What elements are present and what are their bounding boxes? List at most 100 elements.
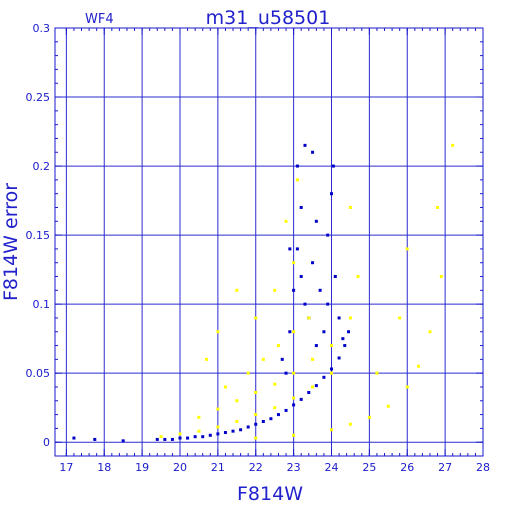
data-point bbox=[197, 429, 201, 433]
data-point bbox=[178, 432, 182, 436]
data-point bbox=[273, 406, 277, 410]
x-tick-label: 27 bbox=[438, 461, 452, 474]
data-point bbox=[307, 390, 311, 394]
data-point bbox=[314, 344, 318, 348]
data-point bbox=[216, 425, 220, 429]
data-point bbox=[292, 330, 296, 334]
data-point bbox=[348, 316, 352, 320]
data-point bbox=[223, 431, 227, 435]
axis-ticks bbox=[55, 27, 484, 456]
data-point bbox=[72, 436, 76, 440]
x-tick-label: 17 bbox=[59, 461, 73, 474]
data-point bbox=[322, 330, 326, 334]
panel-label: WF4 bbox=[85, 12, 114, 27]
data-point bbox=[436, 205, 440, 209]
data-point bbox=[284, 408, 288, 412]
data-point bbox=[231, 429, 235, 433]
data-point bbox=[288, 330, 292, 334]
y-tick-label: 0.3 bbox=[33, 22, 51, 35]
data-point bbox=[216, 330, 220, 334]
data-point bbox=[254, 422, 258, 426]
data-point bbox=[417, 364, 421, 368]
y-tick-label: 0.1 bbox=[33, 298, 51, 311]
data-point bbox=[405, 247, 409, 251]
data-point bbox=[269, 417, 273, 421]
data-point bbox=[311, 357, 315, 361]
plot-frame bbox=[54, 27, 484, 457]
data-point bbox=[329, 428, 333, 432]
data-point bbox=[326, 302, 330, 306]
data-point bbox=[451, 143, 455, 147]
data-point bbox=[276, 413, 280, 417]
data-point bbox=[398, 316, 402, 320]
data-point bbox=[276, 344, 280, 348]
data-point bbox=[170, 437, 174, 441]
data-point bbox=[329, 344, 333, 348]
data-point bbox=[186, 436, 190, 440]
data-point bbox=[239, 428, 243, 432]
data-point bbox=[303, 143, 307, 147]
data-point bbox=[311, 385, 315, 389]
data-point bbox=[303, 302, 307, 306]
data-point bbox=[193, 435, 197, 439]
data-point bbox=[292, 288, 296, 292]
data-point bbox=[163, 437, 167, 441]
y-tick-label: 0.25 bbox=[26, 91, 51, 104]
data-point bbox=[235, 399, 239, 403]
data-point bbox=[246, 425, 250, 429]
data-point bbox=[386, 404, 390, 408]
data-point bbox=[155, 437, 159, 441]
x-tick-label: 24 bbox=[324, 461, 338, 474]
data-point bbox=[311, 261, 315, 265]
data-point bbox=[322, 375, 326, 379]
tick-labels: 17 18 19 20 21 22 23 24 25 26 27 28 0 0.05 0.1 0.15 0.2 0… bbox=[26, 22, 491, 474]
data-point bbox=[295, 164, 299, 168]
chart-title: m31_u58501 bbox=[206, 7, 331, 29]
data-point bbox=[333, 275, 337, 279]
data-point bbox=[292, 371, 296, 375]
data-point bbox=[216, 432, 220, 436]
x-tick-label: 22 bbox=[249, 461, 263, 474]
data-point bbox=[367, 415, 371, 419]
data-point bbox=[223, 385, 227, 389]
data-point bbox=[254, 316, 258, 320]
grid bbox=[55, 28, 483, 456]
data-point bbox=[307, 316, 311, 320]
data-point bbox=[292, 261, 296, 265]
data-point bbox=[318, 288, 322, 292]
x-tick-label: 28 bbox=[476, 461, 490, 474]
data-point bbox=[337, 316, 341, 320]
x-tick-label: 19 bbox=[135, 461, 149, 474]
x-tick-label: 21 bbox=[211, 461, 225, 474]
data-point bbox=[273, 382, 277, 386]
data-point bbox=[288, 247, 292, 251]
data-point bbox=[439, 275, 443, 279]
data-point bbox=[284, 219, 288, 223]
data-point bbox=[159, 435, 163, 439]
data-point bbox=[329, 371, 333, 375]
data-point bbox=[314, 384, 318, 388]
data-point bbox=[295, 247, 299, 251]
data-point bbox=[405, 385, 409, 389]
data-point bbox=[331, 164, 335, 168]
data-point bbox=[93, 437, 97, 441]
data-point bbox=[375, 371, 379, 375]
x-tick-label: 23 bbox=[287, 461, 301, 474]
data-point bbox=[311, 150, 315, 154]
data-point bbox=[201, 435, 205, 439]
y-axis-title: F814W error bbox=[0, 183, 22, 301]
data-point bbox=[254, 413, 258, 417]
data-point bbox=[299, 397, 303, 401]
data-point bbox=[347, 330, 351, 334]
data-point bbox=[329, 367, 333, 371]
data-point bbox=[292, 433, 296, 437]
data-point bbox=[254, 390, 258, 394]
data-point bbox=[216, 407, 220, 411]
data-points bbox=[72, 143, 455, 443]
data-point bbox=[197, 415, 201, 419]
data-point bbox=[356, 275, 360, 279]
data-point bbox=[273, 288, 277, 292]
y-tick-label: 0.05 bbox=[26, 367, 51, 380]
data-point bbox=[235, 288, 239, 292]
